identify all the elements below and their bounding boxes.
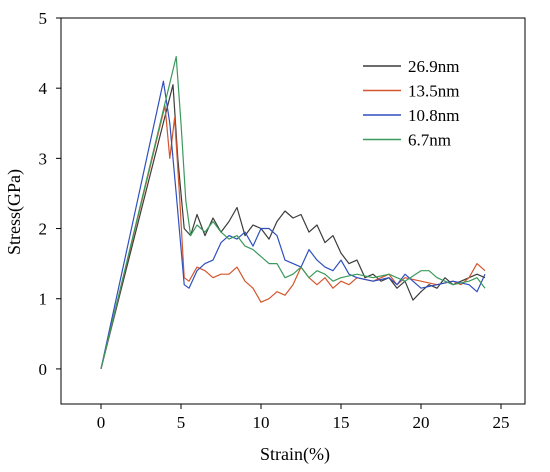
x-tick-label: 0 [97, 413, 106, 432]
plot-frame [60, 17, 526, 405]
line-series [100, 56, 486, 370]
y-tick-label: 4 [39, 79, 48, 98]
legend-label: 26.9nm [408, 57, 459, 76]
x-tick-label: 5 [177, 413, 186, 432]
x-tick-label: 20 [413, 413, 430, 432]
y-tick-label: 5 [39, 9, 48, 28]
legend: 26.9nm 13.5nm 10.8nm 6.7nm [363, 57, 459, 150]
y-tick-label: 1 [39, 290, 48, 309]
x-tick-label: 25 [493, 413, 510, 432]
x-tick-label: 15 [333, 413, 350, 432]
legend-label: 10.8nm [408, 106, 459, 125]
y-tick-label: 2 [39, 220, 48, 239]
y-axis-title: Stress(GPa) [4, 169, 25, 255]
x-tick-label: 10 [253, 413, 270, 432]
line-series [100, 80, 486, 370]
legend-label: 6.7nm [408, 131, 451, 150]
y-tick-label: 3 [39, 149, 48, 168]
line-series [100, 105, 486, 370]
line-series [100, 84, 486, 370]
x-axis-title: Strain(%) [260, 444, 330, 465]
legend-label: 13.5nm [408, 82, 459, 101]
y-tick-label: 0 [39, 360, 48, 379]
